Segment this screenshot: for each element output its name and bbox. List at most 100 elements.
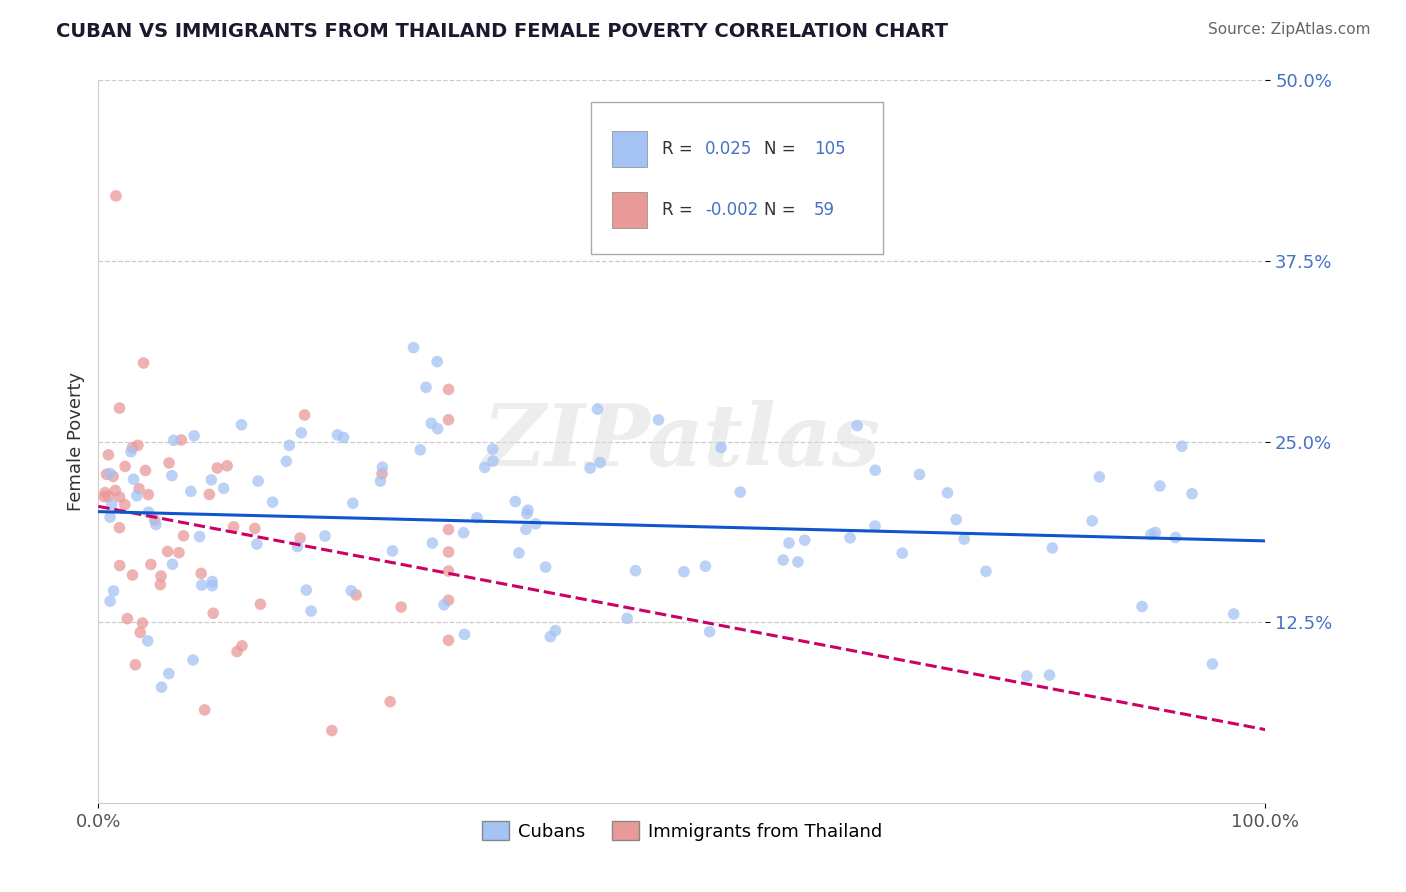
Point — [616, 611, 638, 625]
Point — [103, 584, 125, 599]
Point — [579, 461, 602, 475]
Point — [163, 434, 186, 448]
Point — [145, 517, 167, 532]
Point — [710, 441, 733, 455]
Point — [222, 520, 245, 534]
Point — [188, 530, 211, 544]
Point — [276, 454, 298, 468]
Point — [190, 578, 212, 592]
Point — [426, 422, 449, 436]
Point — [180, 484, 202, 499]
Point — [586, 402, 609, 417]
Point — [891, 546, 914, 560]
Point — [98, 467, 121, 481]
FancyBboxPatch shape — [612, 193, 647, 228]
Point — [371, 460, 394, 475]
Point — [190, 566, 212, 581]
Point — [198, 487, 221, 501]
Point — [409, 442, 432, 457]
Point — [839, 531, 862, 545]
Point — [672, 565, 695, 579]
Point — [332, 430, 354, 444]
Point — [181, 653, 204, 667]
Point — [121, 441, 143, 455]
Legend: Cubans, Immigrants from Thailand: Cubans, Immigrants from Thailand — [474, 814, 890, 848]
Point — [104, 189, 127, 203]
Point — [381, 544, 404, 558]
Point — [94, 485, 117, 500]
Point — [101, 469, 124, 483]
Point — [160, 468, 183, 483]
Text: R =: R = — [662, 202, 697, 219]
Text: 59: 59 — [814, 202, 835, 219]
Point — [167, 546, 190, 560]
Text: 105: 105 — [814, 140, 845, 158]
Point — [156, 544, 179, 558]
Point — [247, 474, 270, 488]
Point — [93, 490, 115, 504]
Point — [415, 380, 437, 394]
Point — [344, 588, 367, 602]
Point — [402, 341, 425, 355]
Point — [437, 545, 460, 559]
Point — [453, 525, 475, 540]
Point — [1201, 657, 1223, 671]
FancyBboxPatch shape — [591, 102, 883, 253]
Point — [96, 467, 118, 482]
Point — [150, 680, 173, 694]
Point — [534, 560, 557, 574]
Point — [114, 498, 136, 512]
Point — [437, 413, 460, 427]
Point — [505, 494, 527, 508]
Point — [246, 537, 269, 551]
Text: N =: N = — [763, 202, 796, 219]
Point — [295, 583, 318, 598]
Point — [98, 594, 121, 608]
Point — [124, 657, 146, 672]
Point — [231, 417, 253, 432]
Point — [793, 533, 815, 548]
Point — [1081, 514, 1104, 528]
Point — [1040, 541, 1063, 555]
Point — [149, 577, 172, 591]
Point — [98, 510, 121, 524]
Point — [127, 438, 149, 452]
Point — [772, 553, 794, 567]
Point — [953, 532, 976, 546]
Point — [370, 474, 392, 488]
Point — [131, 615, 153, 630]
Point — [437, 564, 460, 578]
Point — [129, 625, 152, 640]
Point — [516, 507, 538, 521]
Point — [183, 429, 205, 443]
Point — [389, 600, 412, 615]
Point — [1130, 599, 1153, 614]
Point — [132, 356, 155, 370]
Point — [974, 565, 997, 579]
Point — [122, 472, 145, 486]
Point — [508, 546, 530, 560]
Text: N =: N = — [763, 140, 796, 158]
Point — [1015, 669, 1038, 683]
Point — [243, 521, 266, 535]
Point — [863, 463, 886, 477]
Point — [1164, 531, 1187, 545]
Point — [201, 579, 224, 593]
Point — [278, 438, 301, 452]
Point — [342, 496, 364, 510]
Point — [249, 597, 271, 611]
Point — [201, 574, 224, 589]
Point — [299, 604, 322, 618]
Point — [321, 723, 343, 738]
Point — [433, 598, 456, 612]
Point — [117, 612, 139, 626]
Point — [97, 489, 120, 503]
Point — [108, 490, 131, 504]
Point — [120, 444, 142, 458]
Point — [143, 513, 166, 527]
Point — [212, 481, 235, 495]
Text: 0.025: 0.025 — [706, 140, 752, 158]
Point — [108, 558, 131, 573]
Point — [134, 463, 156, 477]
Point — [207, 461, 229, 475]
